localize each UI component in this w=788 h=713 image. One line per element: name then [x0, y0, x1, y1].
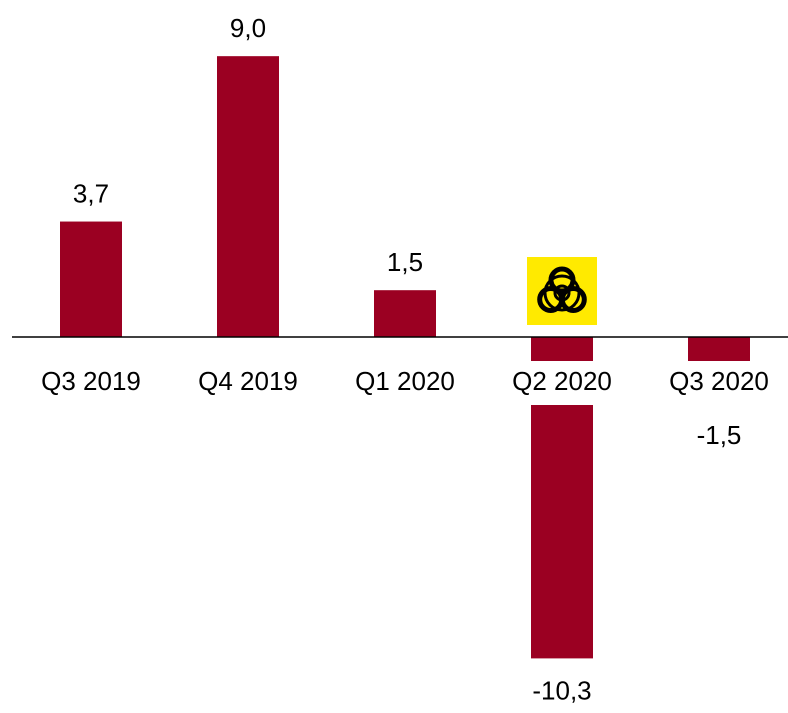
icon-symbol [537, 266, 587, 313]
biohazard-icon [527, 257, 597, 325]
x-tick-label: Q2 2020 [512, 366, 612, 396]
bars [60, 56, 750, 659]
category-label-background [17, 360, 165, 405]
value-label: -1,5 [697, 420, 742, 450]
x-tick-label: Q4 2019 [198, 366, 298, 396]
category-label-background [331, 360, 479, 405]
bar [374, 290, 436, 337]
value-label: 3,7 [73, 178, 109, 208]
value-label: 1,5 [387, 247, 423, 277]
category-label-background [174, 360, 322, 405]
bar [60, 221, 122, 337]
x-tick-label: Q3 2020 [669, 366, 769, 396]
category-label-background [645, 360, 788, 405]
value-label: -10,3 [532, 675, 591, 705]
x-tick-label: Q1 2020 [355, 366, 455, 396]
bar [217, 56, 279, 337]
x-tick-label: Q3 2019 [41, 366, 141, 396]
labels: Q3 2019 3,7 Q4 2019 9,0 Q1 2020 1,5 Q2 2020 -10… [17, 13, 788, 705]
value-label: 9,0 [230, 13, 266, 43]
category-label-background [488, 360, 636, 405]
